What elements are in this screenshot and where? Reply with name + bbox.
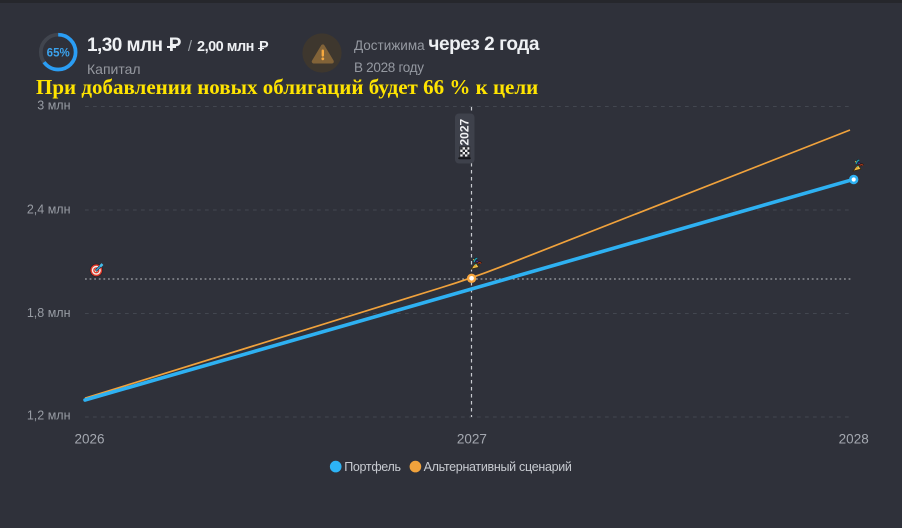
svg-text:1,2 млн: 1,2 млн bbox=[27, 408, 71, 422]
svg-text:2027: 2027 bbox=[458, 118, 472, 145]
svg-text:Альтернативный сценарий: Альтернативный сценарий bbox=[424, 460, 572, 474]
svg-text:2028: 2028 bbox=[839, 432, 869, 447]
svg-text:2027: 2027 bbox=[457, 432, 487, 447]
svg-text:2026: 2026 bbox=[74, 432, 104, 447]
svg-text:Портфель: Портфель bbox=[344, 460, 401, 474]
svg-text:2,4 млн: 2,4 млн bbox=[27, 202, 71, 216]
svg-text:1,8 млн: 1,8 млн bbox=[27, 306, 71, 320]
svg-text:65%: 65% bbox=[47, 47, 70, 59]
svg-text:3 млн: 3 млн bbox=[37, 99, 70, 113]
